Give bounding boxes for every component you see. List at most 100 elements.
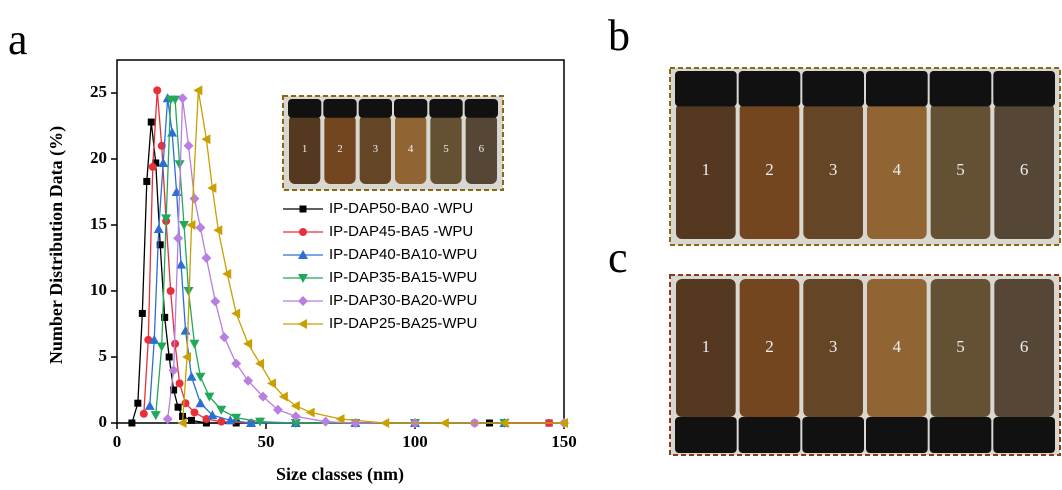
legend-label: IP-DAP35-BA15-WPU (329, 269, 477, 286)
legend-marker (298, 274, 308, 283)
y-axis-label: Number Distribution Data (%) (46, 126, 67, 364)
marker (213, 225, 223, 236)
vial-cap (675, 417, 737, 453)
vial (930, 103, 991, 240)
marker (243, 375, 254, 386)
vial (930, 279, 991, 417)
marker (222, 268, 232, 279)
marker (243, 338, 253, 349)
vial-number: 5 (443, 143, 449, 155)
legend-marker (299, 205, 307, 213)
vial-cap (429, 99, 463, 118)
marker (201, 253, 212, 263)
marker (161, 313, 169, 321)
marker (152, 159, 160, 167)
marker (320, 416, 331, 427)
marker (207, 410, 218, 420)
y-tick-label: 15 (90, 214, 107, 233)
legend-marker (298, 250, 308, 259)
marker (183, 287, 194, 296)
marker (177, 418, 187, 428)
marker (167, 127, 178, 137)
legend-label: IP-DAP50-BA0 -WPU (329, 200, 473, 217)
vial-cap (738, 417, 801, 453)
marker (207, 183, 217, 194)
panel-label: a (8, 15, 28, 64)
x-tick-label: 100 (402, 432, 428, 451)
marker (143, 177, 151, 185)
legend-marker (298, 296, 308, 306)
marker (195, 372, 206, 382)
legend-label: IP-DAP30-BA20-WPU (329, 292, 477, 309)
marker (195, 398, 206, 408)
marker (153, 86, 162, 95)
y-tick-label: 20 (90, 148, 107, 167)
marker (174, 403, 182, 411)
marker (255, 417, 266, 427)
vial-number: 2 (765, 337, 774, 356)
marker (246, 418, 257, 427)
marker (305, 407, 315, 418)
marker (231, 413, 242, 423)
marker (156, 241, 164, 249)
marker (210, 296, 221, 307)
vial-number: 5 (956, 337, 965, 356)
vial-cap (464, 99, 498, 118)
marker (128, 419, 136, 427)
vial (676, 279, 736, 417)
vial (324, 114, 356, 184)
series-line (167, 98, 564, 424)
vial-cap (866, 417, 928, 453)
vial-number: 6 (1020, 160, 1029, 179)
y-tick-label: 5 (99, 346, 108, 365)
vial-number: 2 (765, 160, 774, 179)
marker (181, 399, 190, 408)
vial (739, 279, 800, 417)
vial-cap (802, 71, 864, 107)
marker (231, 358, 242, 369)
marker (290, 411, 301, 422)
vial (994, 103, 1054, 240)
vial-cap (738, 71, 801, 107)
legend-label: IP-DAP40-BA10-WPU (329, 246, 477, 263)
marker (158, 157, 169, 167)
marker (202, 415, 211, 424)
legend-marker (299, 228, 307, 236)
marker (231, 308, 241, 319)
marker (170, 95, 181, 105)
marker (162, 414, 173, 425)
marker (499, 418, 509, 428)
vial-number: 4 (408, 143, 414, 155)
marker (225, 415, 236, 425)
marker (217, 417, 226, 426)
vial-cap (929, 417, 992, 453)
vial (430, 114, 462, 184)
marker (176, 259, 187, 269)
vial (867, 279, 927, 417)
vial (359, 114, 391, 184)
y-tick-label: 10 (90, 280, 107, 299)
vial-cap (866, 71, 928, 107)
vial-cap (802, 417, 864, 453)
vial (739, 103, 800, 240)
vial-number: 4 (893, 160, 902, 179)
x-axis-label: Size classes (nm) (276, 464, 404, 485)
vial (395, 114, 427, 184)
vial-cap (675, 71, 737, 107)
marker (559, 418, 568, 428)
x-tick-label: 0 (113, 432, 122, 451)
marker (189, 193, 200, 204)
vial-number: 3 (829, 337, 838, 356)
vial (803, 279, 863, 417)
vial-number: 6 (1020, 337, 1029, 356)
marker (156, 342, 167, 352)
vial (803, 103, 863, 240)
marker (186, 220, 196, 230)
vial-number: 3 (829, 160, 838, 179)
marker (173, 233, 184, 244)
marker (189, 339, 200, 349)
marker (204, 392, 215, 402)
marker (180, 325, 191, 335)
vial-number: 2 (337, 143, 343, 155)
vial-cap (323, 99, 357, 118)
